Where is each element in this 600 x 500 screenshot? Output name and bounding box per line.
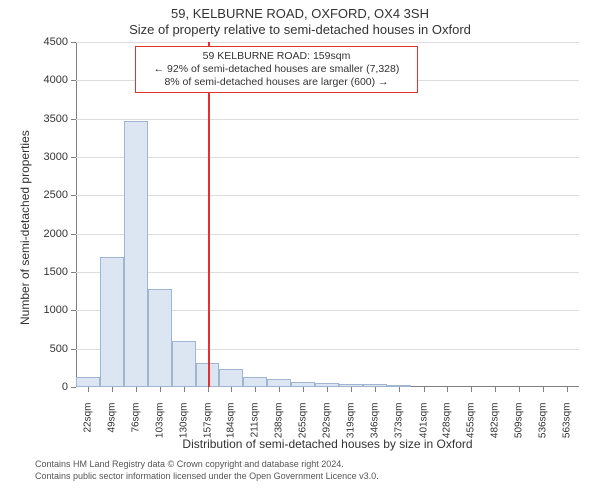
y-axis-label: Number of semi-detached properties: [18, 130, 32, 325]
y-tick-mark: [71, 234, 76, 235]
gridline: [76, 119, 579, 120]
x-tick-mark: [471, 387, 472, 392]
x-tick-mark: [399, 387, 400, 392]
x-tick-label: 563sqm: [562, 403, 573, 443]
histogram-bar: [267, 379, 291, 387]
x-tick-mark: [327, 387, 328, 392]
x-tick-label: 401sqm: [418, 403, 429, 443]
attribution: Contains HM Land Registry data © Crown c…: [35, 459, 379, 482]
annotation-box: 59 KELBURNE ROAD: 159sqm← 92% of semi-de…: [135, 46, 418, 93]
x-tick-mark: [447, 387, 448, 392]
gridline: [76, 234, 579, 235]
gridline: [76, 272, 579, 273]
x-tick-mark: [160, 387, 161, 392]
x-tick-label: 211sqm: [250, 403, 261, 443]
histogram-bar: [76, 377, 100, 387]
x-tick-mark: [112, 387, 113, 392]
attribution-line2: Contains public sector information licen…: [35, 471, 379, 483]
x-tick-label: 482sqm: [490, 403, 501, 443]
x-tick-label: 49sqm: [106, 403, 117, 443]
x-tick-label: 455sqm: [466, 403, 477, 443]
histogram-bar: [172, 341, 196, 387]
y-tick-mark: [71, 80, 76, 81]
histogram-bar: [100, 257, 124, 387]
y-tick-label: 4500: [36, 36, 68, 48]
x-tick-label: 130sqm: [178, 403, 189, 443]
histogram-bar: [243, 377, 267, 387]
y-tick-label: 1500: [36, 266, 68, 278]
x-tick-mark: [424, 387, 425, 392]
y-tick-mark: [71, 272, 76, 273]
x-tick-label: 428sqm: [442, 403, 453, 443]
y-tick-label: 4000: [36, 74, 68, 86]
y-tick-label: 3500: [36, 113, 68, 125]
y-tick-label: 0: [36, 381, 68, 393]
chart-container: 59, KELBURNE ROAD, OXFORD, OX4 3SH Size …: [0, 0, 600, 500]
x-tick-label: 265sqm: [298, 403, 309, 443]
x-tick-mark: [519, 387, 520, 392]
x-tick-label: 509sqm: [514, 403, 525, 443]
x-tick-label: 373sqm: [393, 403, 404, 443]
x-tick-label: 346sqm: [369, 403, 380, 443]
x-tick-label: 238sqm: [274, 403, 285, 443]
histogram-bar: [148, 289, 172, 387]
x-tick-mark: [567, 387, 568, 392]
histogram-bar: [219, 369, 243, 387]
y-tick-label: 500: [36, 343, 68, 355]
x-tick-mark: [208, 387, 209, 392]
y-tick-label: 2500: [36, 189, 68, 201]
y-tick-mark: [71, 349, 76, 350]
x-tick-mark: [351, 387, 352, 392]
x-tick-mark: [231, 387, 232, 392]
x-tick-label: 103sqm: [154, 403, 165, 443]
x-tick-mark: [136, 387, 137, 392]
annotation-line: ← 92% of semi-detached houses are smalle…: [142, 63, 411, 76]
attribution-line1: Contains HM Land Registry data © Crown c…: [35, 459, 379, 471]
y-tick-mark: [71, 157, 76, 158]
y-tick-mark: [71, 387, 76, 388]
x-tick-label: 536sqm: [538, 403, 549, 443]
x-tick-mark: [184, 387, 185, 392]
gridline: [76, 195, 579, 196]
y-tick-label: 2000: [36, 228, 68, 240]
x-tick-mark: [279, 387, 280, 392]
x-tick-label: 22sqm: [82, 403, 93, 443]
reference-line: [208, 42, 210, 387]
x-tick-label: 157sqm: [202, 403, 213, 443]
gridline: [76, 42, 579, 43]
x-tick-mark: [88, 387, 89, 392]
annotation-line: 8% of semi-detached houses are larger (6…: [142, 76, 411, 89]
y-tick-label: 1000: [36, 304, 68, 316]
histogram-bar: [124, 121, 148, 387]
x-tick-label: 184sqm: [226, 403, 237, 443]
y-tick-label: 3000: [36, 151, 68, 163]
chart-title-line2: Size of property relative to semi-detach…: [0, 22, 600, 37]
y-tick-mark: [71, 119, 76, 120]
annotation-line: 59 KELBURNE ROAD: 159sqm: [142, 50, 411, 63]
y-tick-mark: [71, 310, 76, 311]
x-tick-mark: [495, 387, 496, 392]
x-tick-mark: [375, 387, 376, 392]
y-tick-mark: [71, 42, 76, 43]
x-tick-label: 319sqm: [345, 403, 356, 443]
x-tick-label: 292sqm: [322, 403, 333, 443]
x-tick-label: 76sqm: [130, 403, 141, 443]
x-tick-mark: [303, 387, 304, 392]
y-tick-mark: [71, 195, 76, 196]
chart-title-line1: 59, KELBURNE ROAD, OXFORD, OX4 3SH: [0, 6, 600, 21]
gridline: [76, 157, 579, 158]
x-tick-mark: [543, 387, 544, 392]
x-tick-mark: [255, 387, 256, 392]
